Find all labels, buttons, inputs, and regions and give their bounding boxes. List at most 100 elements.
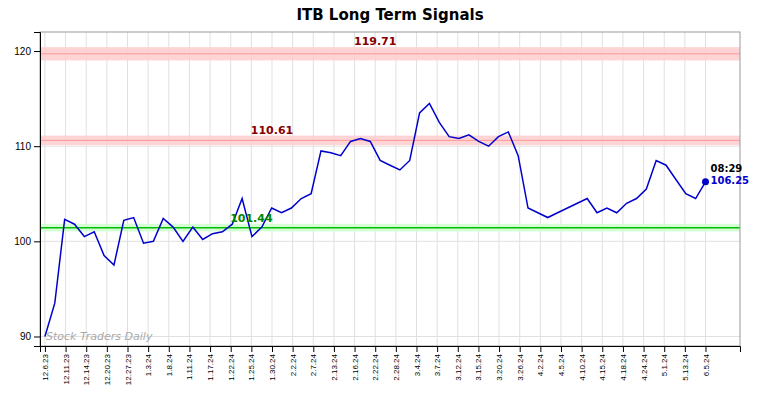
level-line: [40, 53, 740, 54]
x-tick: 4.2.24: [536, 346, 545, 376]
tick-mark: [664, 346, 665, 352]
x-tick: 1.17.24: [206, 346, 215, 381]
grid-line: [437, 32, 438, 346]
x-tick: 3.15.24: [474, 346, 483, 381]
watermark: Stock Traders Daily: [46, 330, 153, 343]
grid-line: [457, 32, 458, 346]
x-tick: 4.15.24: [598, 346, 607, 381]
grid-line: [705, 32, 706, 346]
tick-mark: [210, 346, 211, 352]
plot-area: [40, 47, 740, 336]
x-tick-label: 4.15.24: [598, 353, 607, 380]
x-tick-label: 2.7.24: [309, 353, 318, 376]
grid-line: [148, 32, 149, 346]
x-tick-label: 1.30.24: [268, 353, 277, 380]
grid-line: [65, 32, 66, 346]
x-tick-label: 12.27.23: [124, 353, 133, 385]
tick-mark: [231, 346, 232, 352]
grid-line: [684, 32, 685, 346]
x-tick-label: 3.20.24: [495, 353, 504, 380]
tick-mark: [602, 346, 603, 352]
tick-mark: [148, 346, 149, 352]
x-tick: 12.11.23: [62, 346, 71, 385]
tick-mark: [458, 346, 459, 352]
tick-mark: [34, 336, 40, 337]
x-tick-label: 5.13.24: [681, 353, 690, 380]
last-time: 08:29: [710, 163, 742, 174]
x-tick-label: 12.6.23: [41, 353, 50, 380]
grid-line: [168, 32, 169, 346]
x-tick-label: 1.17.24: [206, 353, 215, 380]
x-tick: 1.25.24: [247, 346, 256, 381]
grid-line: [44, 32, 45, 346]
tick-mark: [34, 146, 40, 147]
grid-line: [189, 32, 190, 346]
grid-line: [40, 146, 740, 147]
x-tick-label: 4.10.24: [578, 353, 587, 380]
tick-mark: [499, 346, 500, 352]
grid-line: [40, 241, 740, 242]
x-tick: 2.28.24: [392, 346, 401, 381]
tick-mark: [45, 346, 46, 352]
x-tick: 2.16.24: [351, 346, 360, 381]
x-tick-label: 2.16.24: [351, 353, 360, 380]
x-tick-label: 4.2.24: [536, 353, 545, 376]
x-tick: 1.22.24: [227, 346, 236, 381]
tick-mark: [396, 346, 397, 352]
tick-mark: [540, 346, 541, 352]
x-tick: 3.26.24: [516, 346, 525, 381]
x-tick: 3.4.24: [413, 346, 422, 376]
tick-mark: [107, 346, 108, 352]
grid-line: [622, 32, 623, 346]
last-point: [702, 178, 709, 185]
title: ITB Long Term Signals: [296, 6, 483, 24]
tick-mark: [437, 346, 438, 352]
grid-line: [106, 32, 107, 346]
grid-line: [478, 32, 479, 346]
tick-mark: [561, 346, 562, 352]
x-tick-label: 1.3.24: [144, 353, 153, 376]
y-tick: 120: [14, 46, 40, 57]
tick-mark: [293, 346, 294, 352]
y-tick: 110: [15, 141, 40, 152]
grid-line: [499, 32, 500, 346]
y-tick-label: 90: [20, 331, 32, 342]
grid-line: [230, 32, 231, 346]
x-tick: 3.20.24: [495, 346, 504, 381]
x-tick-label: 4.24.24: [640, 353, 649, 380]
tick-mark: [66, 346, 67, 352]
tick-mark: [34, 241, 40, 242]
x-tick: 1.11.24: [185, 346, 194, 380]
y-tick: 90: [20, 331, 40, 342]
axis-line: [34, 33, 41, 347]
x-tick: 2.13.24: [330, 346, 339, 381]
x-tick-label: 5.1.24: [660, 353, 669, 376]
y-tick: 100: [14, 236, 40, 247]
price-line: [45, 103, 706, 336]
grid-line: [210, 32, 211, 346]
grid-line: [251, 32, 252, 346]
grid-line: [375, 32, 376, 346]
x-tick-label: 2.22.24: [371, 353, 380, 380]
grid-line: [292, 32, 293, 346]
tick-mark: [644, 346, 645, 352]
x-tick-label: 6.5.24: [702, 353, 711, 376]
tick-mark: [313, 346, 314, 352]
tick-mark: [623, 346, 624, 352]
x-tick: 5.1.24: [660, 346, 669, 376]
grid-line: [271, 32, 272, 346]
y-axis: 90 100 110 120: [14, 33, 40, 347]
tick-mark: [520, 346, 521, 352]
x-tick: 5.13.24: [681, 346, 690, 381]
y-tick-label: 120: [14, 46, 31, 57]
x-tick-label: 12.11.23: [62, 353, 71, 384]
x-tick: 12.27.23: [124, 346, 133, 385]
x-tick: 6.5.24: [702, 346, 711, 376]
tick-mark: [86, 346, 87, 352]
tick-mark: [169, 346, 170, 352]
grid-line: [333, 32, 334, 346]
x-tick-label: 2.2.24: [289, 353, 298, 376]
tick-mark: [582, 346, 583, 352]
grid-line: [664, 32, 665, 346]
x-tick: 4.5.24: [557, 346, 566, 376]
